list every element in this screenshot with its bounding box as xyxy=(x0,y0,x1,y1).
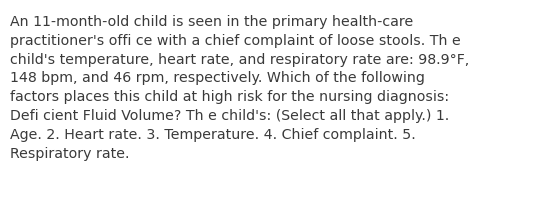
Text: An 11-month-old child is seen in the primary health-care
practitioner's offi ce : An 11-month-old child is seen in the pri… xyxy=(10,15,469,161)
